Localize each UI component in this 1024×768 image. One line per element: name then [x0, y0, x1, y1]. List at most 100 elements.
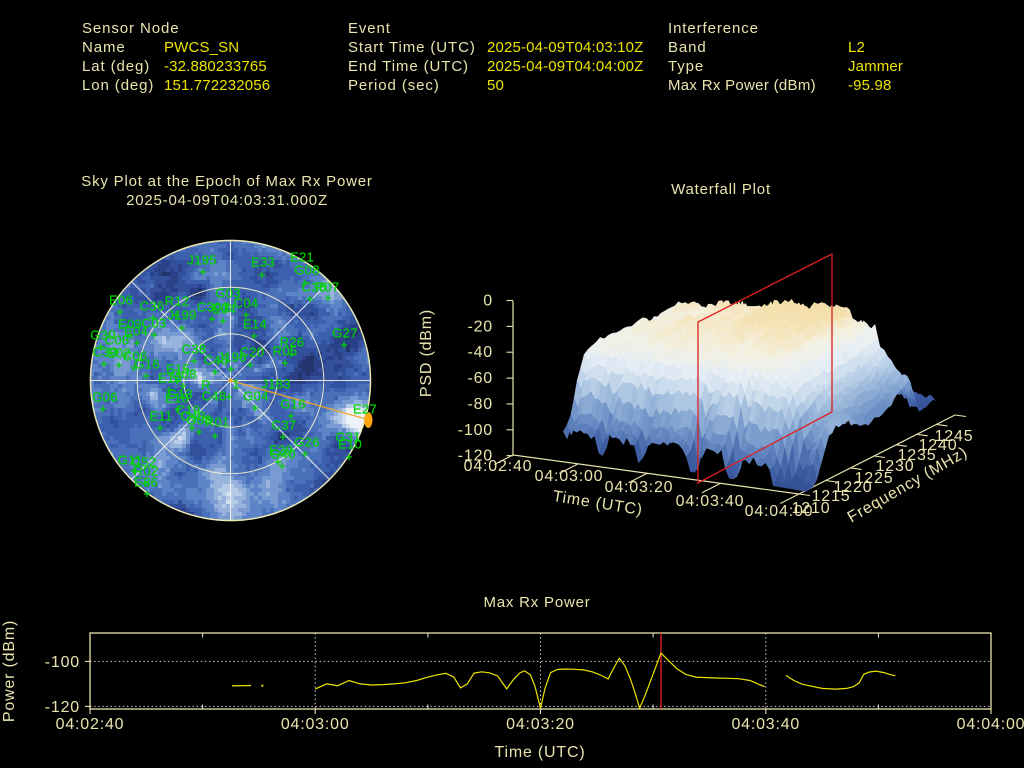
svg-text:E10: E10 — [338, 437, 362, 452]
svg-text:C36: C36 — [140, 299, 165, 314]
svg-text:1: 1 — [232, 377, 240, 392]
svg-text:E02: E02 — [107, 346, 131, 361]
svg-text:E21: E21 — [290, 250, 314, 265]
svg-text:PSD (dBm): PSD (dBm) — [418, 309, 435, 397]
svg-text:Power (dBm): Power (dBm) — [1, 620, 18, 722]
svg-text:1235: 1235 — [898, 447, 937, 464]
svg-text:C04: C04 — [234, 296, 259, 311]
svg-text:-120: -120 — [45, 699, 80, 716]
svg-text:G03: G03 — [215, 286, 240, 301]
svg-text:E04: E04 — [212, 302, 236, 317]
svg-text:G26: G26 — [294, 435, 319, 450]
svg-text:E11: E11 — [149, 409, 172, 424]
svg-text:R01: R01 — [205, 415, 230, 430]
svg-text:PWCS_SN: PWCS_SN — [164, 39, 239, 56]
svg-text:Start Time (UTC): Start Time (UTC) — [348, 39, 476, 56]
svg-text:G08: G08 — [186, 413, 211, 428]
svg-text:Period (sec): Period (sec) — [348, 77, 440, 94]
svg-text:C06: C06 — [123, 349, 148, 364]
svg-text:Lon (deg): Lon (deg) — [82, 77, 154, 94]
svg-text:G16: G16 — [280, 397, 305, 412]
svg-text:C40: C40 — [181, 409, 206, 424]
svg-text:E18: E18 — [165, 391, 189, 406]
svg-text:End Time (UTC): End Time (UTC) — [348, 58, 469, 75]
svg-text:C19: C19 — [176, 403, 201, 418]
svg-text:E14: E14 — [243, 317, 267, 332]
svg-text:04:03:20: 04:03:20 — [506, 716, 575, 733]
svg-text:Lat (deg): Lat (deg) — [82, 58, 150, 75]
svg-text:G40: G40 — [270, 447, 295, 462]
svg-text:R02: R02 — [134, 464, 159, 479]
svg-text:1220: 1220 — [834, 479, 873, 496]
svg-text:2025-04-09T04:04:00Z: 2025-04-09T04:04:00Z — [487, 58, 643, 75]
svg-text:G08: G08 — [294, 263, 319, 278]
svg-text:-32.880233765: -32.880233765 — [164, 58, 267, 75]
svg-text:Max Rx Power (dBm): Max Rx Power (dBm) — [668, 77, 816, 94]
svg-text:-100: -100 — [458, 422, 493, 439]
svg-text:04:03:00: 04:03:00 — [281, 716, 350, 733]
svg-text:2025-04-09T04:03:10Z: 2025-04-09T04:03:10Z — [487, 39, 643, 56]
svg-text:E33: E33 — [251, 255, 275, 270]
svg-text:E36: E36 — [134, 475, 158, 490]
svg-text:-20: -20 — [467, 318, 493, 335]
svg-text:Jammer: Jammer — [848, 58, 903, 75]
svg-text:G06: G06 — [92, 390, 117, 405]
svg-text:Sky Plot at the Epoch of Max R: Sky Plot at the Epoch of Max Rx Power — [81, 173, 372, 190]
svg-text:151.772232056: 151.772232056 — [164, 77, 270, 94]
svg-text:J196: J196 — [217, 350, 246, 365]
svg-text:G30: G30 — [90, 328, 115, 343]
svg-text:G04: G04 — [243, 389, 268, 404]
svg-text:-100: -100 — [45, 654, 80, 671]
svg-text:R07: R07 — [315, 280, 340, 295]
svg-text:Name: Name — [82, 39, 126, 56]
svg-text:Interference: Interference — [668, 20, 759, 37]
svg-text:1240: 1240 — [919, 437, 958, 454]
svg-text:Event: Event — [348, 20, 391, 37]
svg-text:C301: C301 — [197, 300, 229, 315]
svg-text:04:03:40: 04:03:40 — [731, 716, 800, 733]
svg-text:E10: E10 — [158, 371, 182, 386]
svg-text:-60: -60 — [467, 370, 493, 387]
svg-text:1210: 1210 — [792, 500, 831, 517]
svg-text:C03: C03 — [142, 316, 167, 331]
svg-text:C38: C38 — [182, 342, 207, 357]
svg-text:Waterfall Plot: Waterfall Plot — [671, 181, 771, 198]
svg-text:Time (UTC): Time (UTC) — [495, 744, 586, 761]
svg-text:G13: G13 — [167, 387, 192, 402]
svg-text:C52: C52 — [132, 455, 157, 470]
svg-text:C37: C37 — [272, 418, 297, 433]
svg-text:-95.98: -95.98 — [848, 77, 891, 94]
svg-text:1225: 1225 — [855, 470, 894, 487]
svg-text:50: 50 — [487, 77, 504, 94]
svg-text:2025-04-09T04:03:31.000Z: 2025-04-09T04:03:31.000Z — [126, 192, 328, 209]
svg-text:C46: C46 — [204, 353, 229, 368]
svg-text:E29: E29 — [269, 443, 293, 458]
svg-text:R26: R26 — [280, 335, 305, 350]
svg-text:1215: 1215 — [812, 488, 851, 505]
svg-text:04:02:40: 04:02:40 — [464, 458, 533, 475]
svg-text:G16: G16 — [134, 357, 159, 372]
svg-text:Type: Type — [668, 58, 704, 75]
svg-text:G27: G27 — [332, 326, 357, 341]
svg-text:Band: Band — [668, 39, 707, 56]
svg-text:R12: R12 — [165, 294, 190, 309]
svg-text:-120: -120 — [458, 448, 493, 465]
svg-text:0: 0 — [483, 293, 493, 310]
svg-text:1230: 1230 — [876, 458, 915, 475]
svg-text:-80: -80 — [467, 396, 493, 413]
svg-text:C30: C30 — [93, 345, 118, 360]
svg-text:04:02:40: 04:02:40 — [56, 716, 125, 733]
svg-text:04:03:00: 04:03:00 — [535, 468, 604, 485]
svg-text:G31: G31 — [335, 430, 360, 445]
svg-text:L2: L2 — [848, 39, 865, 56]
svg-text:J183: J183 — [261, 377, 290, 392]
svg-text:E09: E09 — [118, 317, 142, 332]
svg-text:J199: J199 — [167, 308, 196, 323]
svg-text:R: R — [201, 378, 211, 393]
svg-text:Max Rx Power: Max Rx Power — [483, 594, 590, 611]
svg-text:C48: C48 — [202, 389, 227, 404]
svg-text:E15: E15 — [166, 362, 190, 377]
svg-text:G11: G11 — [118, 453, 143, 468]
svg-text:C20: C20 — [240, 345, 265, 360]
svg-text:04:03:20: 04:03:20 — [605, 479, 674, 496]
